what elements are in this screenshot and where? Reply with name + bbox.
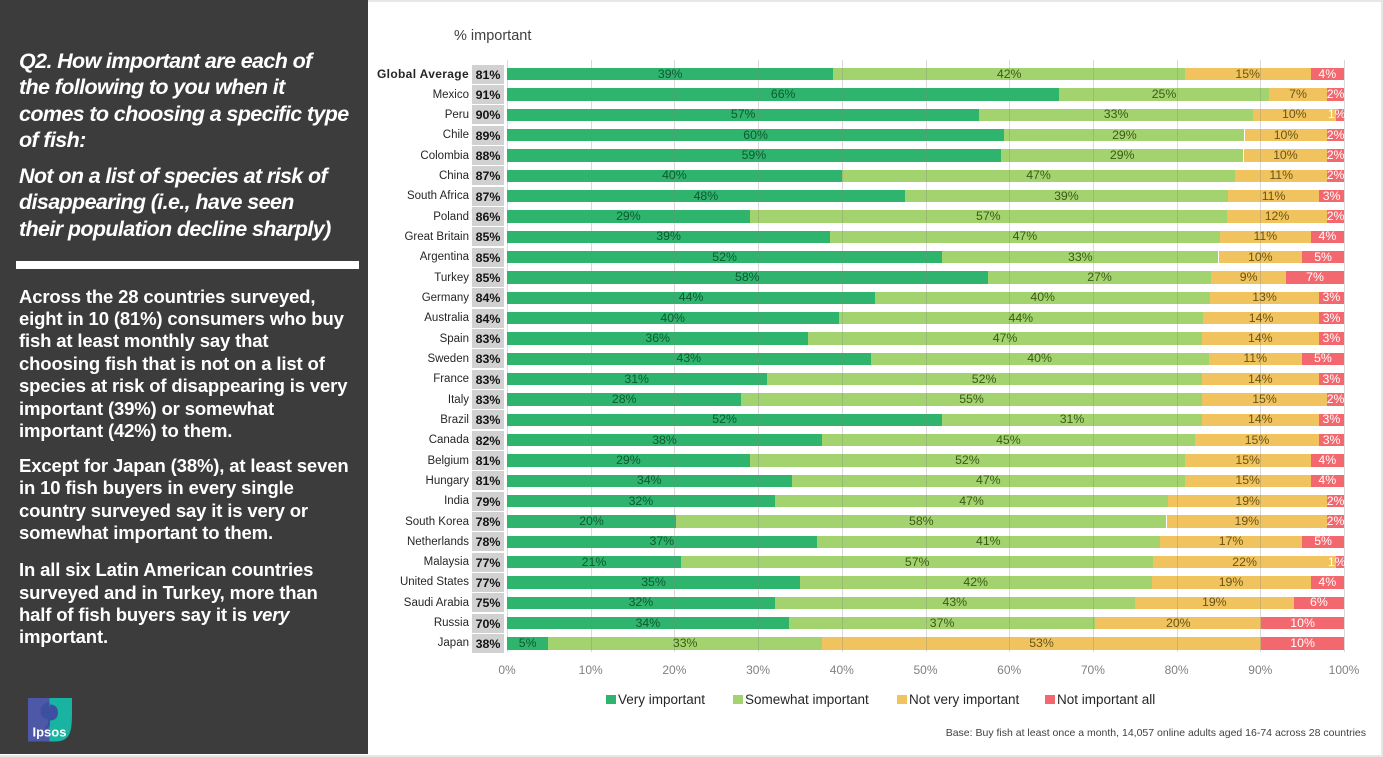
svg-text:Ipsos: Ipsos (33, 725, 67, 740)
